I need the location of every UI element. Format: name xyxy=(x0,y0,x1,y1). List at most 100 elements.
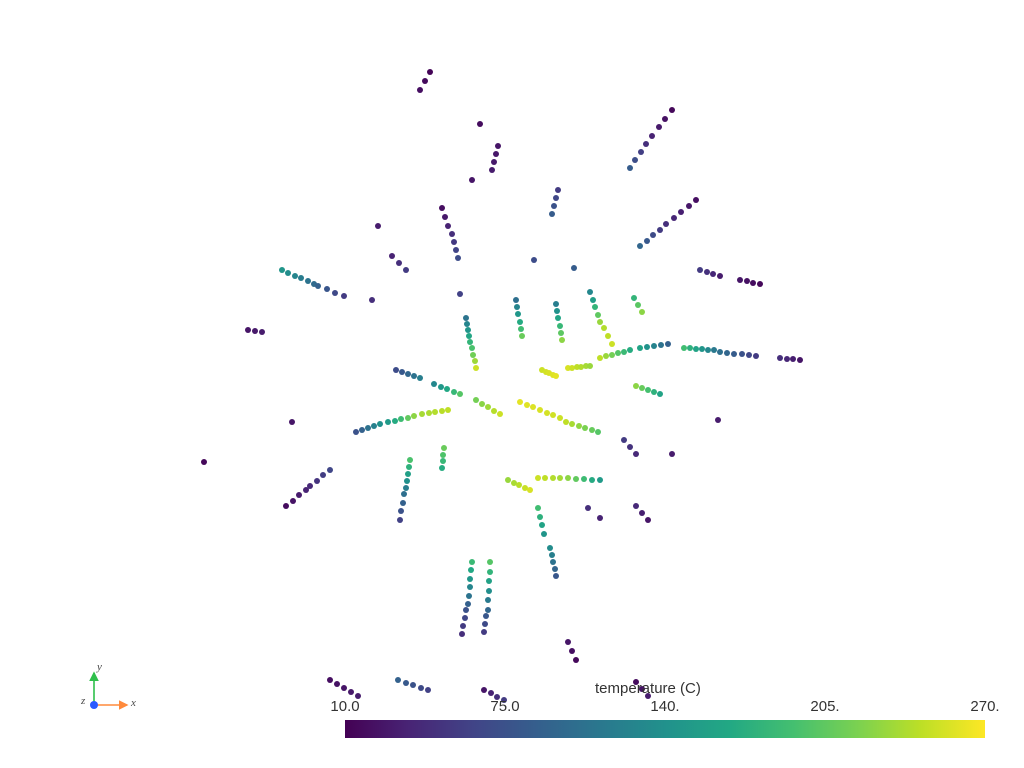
scatter-point xyxy=(571,265,577,271)
scatter-point xyxy=(455,255,461,261)
scatter-point xyxy=(411,413,417,419)
scatter-point xyxy=(369,297,375,303)
scatter-point xyxy=(441,445,447,451)
scatter-point xyxy=(753,353,759,359)
scatter-point xyxy=(645,517,651,523)
scatter-point xyxy=(553,573,559,579)
scatter-point xyxy=(558,330,564,336)
scatter-point xyxy=(315,283,321,289)
scatter-point xyxy=(671,215,677,221)
scatter-point xyxy=(477,121,483,127)
scatter-point xyxy=(515,311,521,317)
axis-label-x: x xyxy=(131,697,136,709)
scatter-point xyxy=(557,415,563,421)
scatter-point xyxy=(407,457,413,463)
scatter-point xyxy=(530,404,536,410)
scatter-point xyxy=(397,517,403,523)
scatter-point xyxy=(406,464,412,470)
scatter-point xyxy=(422,78,428,84)
scatter-point xyxy=(396,260,402,266)
scatter-point xyxy=(576,423,582,429)
scatter-point xyxy=(797,357,803,363)
scatter-point xyxy=(539,522,545,528)
scatter-point xyxy=(442,214,448,220)
scatter-point xyxy=(549,552,555,558)
scatter-point xyxy=(649,133,655,139)
scatter-point xyxy=(341,293,347,299)
scatter-point xyxy=(790,356,796,362)
scatter-point xyxy=(565,639,571,645)
scatter-point xyxy=(296,492,302,498)
scatter-point xyxy=(605,333,611,339)
scatter-point xyxy=(427,69,433,75)
scatter-point xyxy=(482,621,488,627)
scatter-point xyxy=(644,344,650,350)
scatter-point xyxy=(678,209,684,215)
scatter-point xyxy=(731,351,737,357)
scatter-point xyxy=(549,211,555,217)
scatter-point xyxy=(573,476,579,482)
scatter-point xyxy=(710,271,716,277)
scatter-point xyxy=(697,267,703,273)
scatter-point xyxy=(485,404,491,410)
scatter-point xyxy=(554,308,560,314)
scatter-point xyxy=(535,475,541,481)
scatter-point xyxy=(385,419,391,425)
scatter-plot xyxy=(0,0,1024,768)
scatter-point xyxy=(518,326,524,332)
scatter-point xyxy=(633,503,639,509)
scatter-point xyxy=(398,416,404,422)
scatter-point xyxy=(486,588,492,594)
scatter-point xyxy=(438,384,444,390)
scatter-point xyxy=(669,107,675,113)
scatter-point xyxy=(557,323,563,329)
scatter-point xyxy=(410,682,416,688)
scatter-point xyxy=(590,297,596,303)
scatter-point xyxy=(632,157,638,163)
scatter-point xyxy=(481,629,487,635)
scatter-point xyxy=(466,593,472,599)
scatter-point xyxy=(445,223,451,229)
scatter-point xyxy=(389,253,395,259)
scatter-point xyxy=(744,278,750,284)
scatter-point xyxy=(717,273,723,279)
scatter-point xyxy=(457,291,463,297)
scatter-point xyxy=(375,223,381,229)
scatter-point xyxy=(662,116,668,122)
scatter-point xyxy=(550,559,556,565)
scatter-point xyxy=(485,597,491,603)
scatter-point xyxy=(550,475,556,481)
scatter-point xyxy=(404,478,410,484)
scatter-point xyxy=(459,631,465,637)
scatter-point xyxy=(305,278,311,284)
scatter-point xyxy=(587,289,593,295)
scatter-point xyxy=(403,267,409,273)
scatter-point xyxy=(553,301,559,307)
scatter-point xyxy=(553,373,559,379)
scatter-point xyxy=(585,505,591,511)
scatter-point xyxy=(469,345,475,351)
scatter-point xyxy=(550,412,556,418)
scatter-point xyxy=(553,195,559,201)
scatter-point xyxy=(601,325,607,331)
scatter-point xyxy=(639,309,645,315)
scatter-point xyxy=(418,685,424,691)
scatter-point xyxy=(405,471,411,477)
scatter-point xyxy=(544,410,550,416)
scatter-point xyxy=(658,342,664,348)
scatter-point xyxy=(488,690,494,696)
scatter-point xyxy=(432,409,438,415)
scatter-point xyxy=(746,352,752,358)
scatter-point xyxy=(417,375,423,381)
scatter-point xyxy=(542,475,548,481)
scatter-point xyxy=(737,277,743,283)
scatter-point xyxy=(633,451,639,457)
scatter-point xyxy=(252,328,258,334)
scatter-point xyxy=(663,221,669,227)
scatter-point xyxy=(440,452,446,458)
scatter-point xyxy=(481,687,487,693)
scatter-point xyxy=(717,349,723,355)
scatter-point xyxy=(327,677,333,683)
scatter-point xyxy=(298,275,304,281)
scatter-point xyxy=(419,411,425,417)
